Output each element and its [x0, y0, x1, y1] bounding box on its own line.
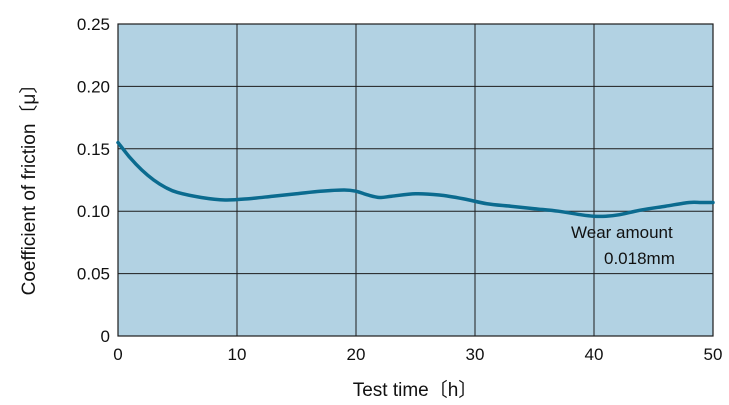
- x-tick-label: 50: [704, 345, 723, 364]
- x-tick-label: 0: [113, 345, 122, 364]
- y-tick-label: 0.20: [77, 77, 110, 96]
- y-tick-label: 0.25: [77, 15, 110, 34]
- y-tick-label: 0.05: [77, 265, 110, 284]
- y-tick-labels: 0 0.05 0.10 0.15 0.20 0.25: [77, 15, 110, 346]
- y-tick-label: 0.10: [77, 202, 110, 221]
- annotation-wear-amount: Wear amount: [571, 223, 673, 242]
- x-tick-label: 40: [585, 345, 604, 364]
- y-tick-label: 0: [101, 327, 110, 346]
- y-tick-label: 0.15: [77, 140, 110, 159]
- annotation-wear-value: 0.018mm: [604, 249, 675, 268]
- plot-frame: [117, 23, 714, 337]
- x-axis-title: Test time〔h〕: [353, 379, 478, 401]
- x-tick-labels: 0 10 20 30 40 50: [113, 345, 722, 364]
- y-axis-title: Coefficient of friction〔μ〕: [18, 75, 40, 296]
- x-tick-label: 30: [466, 345, 485, 364]
- x-tick-label: 10: [228, 345, 247, 364]
- friction-series-line: [116, 140, 715, 219]
- plot-area: [118, 24, 713, 336]
- x-tick-label: 20: [347, 345, 366, 364]
